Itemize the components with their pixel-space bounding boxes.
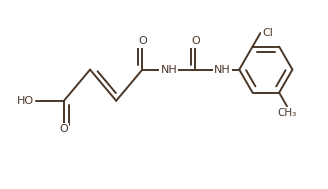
Text: NH: NH [160, 65, 177, 75]
Text: CH₃: CH₃ [277, 108, 297, 118]
Text: HO: HO [17, 96, 34, 106]
Text: O: O [60, 124, 68, 134]
Text: O: O [191, 36, 200, 46]
Text: O: O [138, 36, 147, 46]
Text: NH: NH [214, 65, 231, 75]
Text: Cl: Cl [262, 28, 273, 38]
